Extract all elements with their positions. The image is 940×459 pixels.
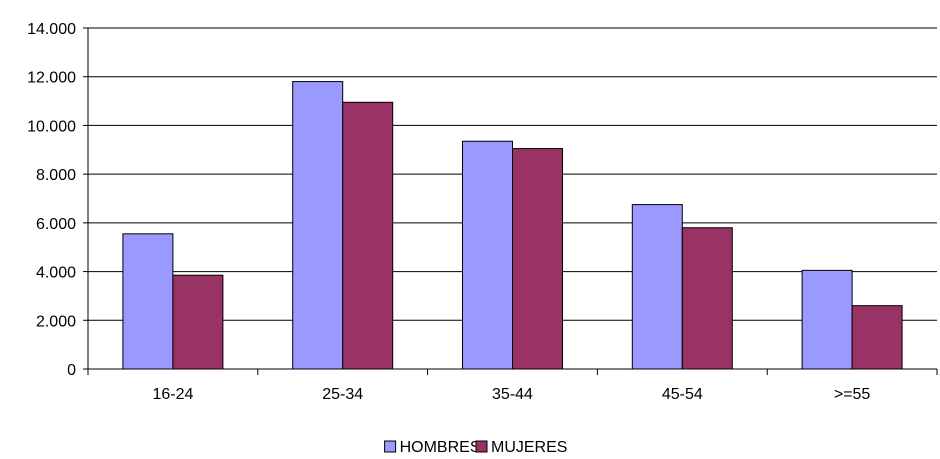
- bars: [122, 81, 903, 370]
- legend: HOMBRES MUJERES: [384, 439, 567, 456]
- bar-hombres-0: [122, 233, 174, 370]
- legend-label-hombres: HOMBRES: [400, 439, 481, 456]
- x-axis: 16-24 25-34 35-44 45-54 >=55: [87, 368, 938, 403]
- y-tick-label: 0: [67, 362, 76, 379]
- y-tick-label: 2.000: [36, 313, 76, 330]
- y-tick-label: 8.000: [36, 167, 76, 184]
- bar-hombres-3: [631, 204, 683, 370]
- bar-mujeres-2: [512, 148, 563, 370]
- bar-mujeres-1: [342, 101, 394, 370]
- bar-hombres-1: [292, 81, 344, 370]
- y-axis: 0 2.000 4.000 6.000 8.000 10.000 12.000 14.000: [27, 21, 89, 379]
- bar-mujeres-4: [851, 305, 903, 370]
- x-tick-label: 45-54: [662, 386, 703, 403]
- legend-swatch-hombres: [384, 440, 397, 453]
- x-tick-label: 35-44: [492, 386, 533, 403]
- bar-hombres-2: [462, 140, 513, 370]
- bar-hombres-4: [801, 269, 853, 370]
- legend-swatch-mujeres: [475, 440, 488, 453]
- legend-label-mujeres: MUJERES: [491, 439, 567, 456]
- y-tick-label: 6.000: [36, 216, 76, 233]
- x-tick-label: 16-24: [152, 386, 193, 403]
- x-tick-label: >=55: [834, 386, 871, 403]
- y-tick-label: 10.000: [27, 118, 76, 135]
- y-tick-label: 14.000: [27, 21, 76, 38]
- bar-mujeres-0: [172, 274, 224, 370]
- y-tick-label: 12.000: [27, 70, 76, 87]
- y-tick-label: 4.000: [36, 265, 76, 282]
- x-tick-label: 25-34: [322, 386, 363, 403]
- bar-mujeres-3: [681, 227, 733, 370]
